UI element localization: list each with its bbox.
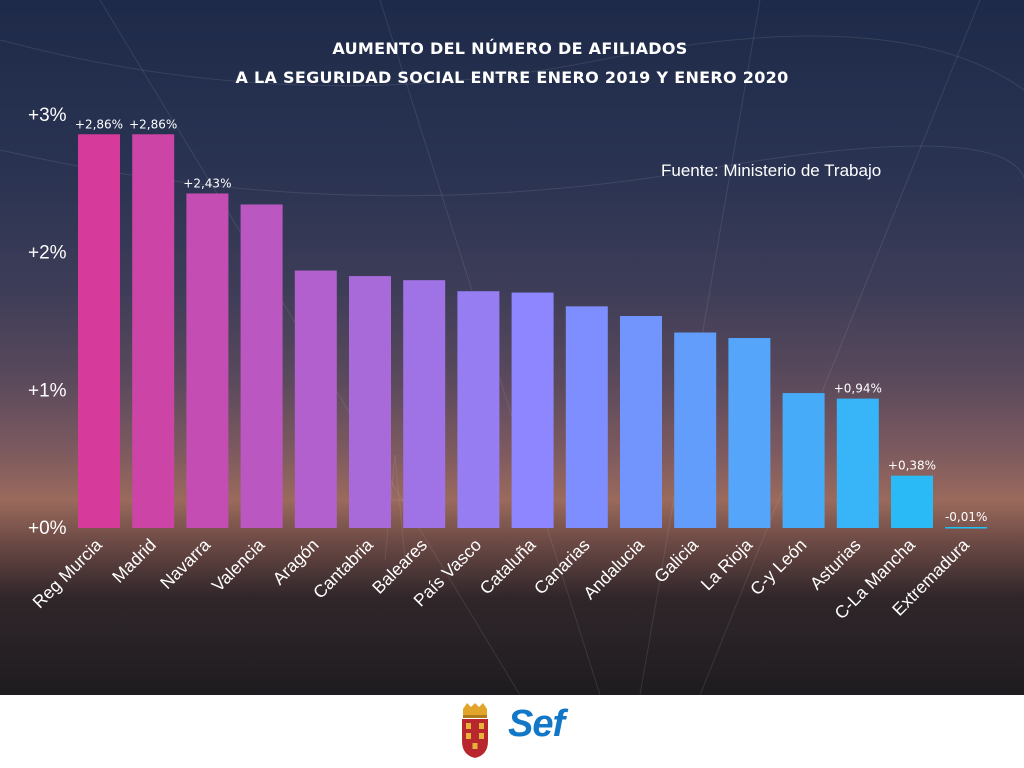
y-tick-label: +0% xyxy=(28,518,67,539)
data-label: +2,43% xyxy=(183,176,231,190)
bar xyxy=(565,306,608,528)
bar xyxy=(240,204,283,528)
y-tick-label: +1% xyxy=(28,380,67,401)
bar xyxy=(294,270,337,528)
x-tick-label: Valencia xyxy=(208,535,269,596)
bar xyxy=(620,315,662,528)
x-tick-label: Aragón xyxy=(269,535,323,589)
data-labels: +2,86% +2,86% +2,43% +0,94% +0,38% -0,01% xyxy=(75,117,988,524)
footer: Sef xyxy=(0,695,1024,768)
x-tick-label: Madrid xyxy=(108,535,160,587)
bar xyxy=(511,292,554,528)
y-axis: +0% +1% +2% +3% xyxy=(28,105,67,539)
bar xyxy=(132,134,175,529)
bar xyxy=(674,332,717,528)
bar xyxy=(891,475,933,528)
data-label: -0,01% xyxy=(945,510,987,524)
data-label: +0,94% xyxy=(834,382,882,396)
bar-chart: +0% +1% +2% +3% +2,86% +2,86% +2,43% +0,94% +0,… xyxy=(28,105,988,624)
x-tick-label: Galicia xyxy=(650,535,702,587)
sef-logo: Sef xyxy=(508,703,565,745)
chart-title-line-1: AUMENTO DEL NÚMERO DE AFILIADOS xyxy=(332,39,688,58)
x-tick-label: Cataluña xyxy=(476,535,540,599)
chart-background: +0% +1% +2% +3% +2,86% +2,86% +2,43% +0,94% +0,… xyxy=(0,0,1024,695)
bar xyxy=(186,193,229,528)
data-label: +0,38% xyxy=(888,459,936,473)
bar xyxy=(403,280,446,528)
chart-title-line-2: A LA SEGURIDAD SOCIAL ENTRE ENERO 2019 Y… xyxy=(235,68,789,87)
bar-series xyxy=(78,134,988,529)
source-note: Fuente: Ministerio de Trabajo xyxy=(661,161,882,180)
bar xyxy=(782,393,825,528)
x-tick-label: Cantabria xyxy=(309,535,377,603)
y-tick-label: +3% xyxy=(28,105,67,126)
bar xyxy=(728,338,771,528)
bar xyxy=(349,276,391,528)
x-tick-label: C-y León xyxy=(746,535,810,599)
y-tick-label: +2% xyxy=(28,243,67,264)
x-tick-label: Navarra xyxy=(156,535,214,593)
data-label: +2,86% xyxy=(129,117,177,131)
data-label: +2,86% xyxy=(75,117,123,131)
bar xyxy=(457,291,500,528)
region-of-murcia-coat-of-arms-icon xyxy=(462,703,488,758)
bar xyxy=(945,527,988,529)
bar xyxy=(836,398,879,528)
x-tick-label: Reg Murcia xyxy=(28,535,106,613)
bar xyxy=(78,134,120,529)
x-tick-label: Andalucia xyxy=(579,535,648,604)
